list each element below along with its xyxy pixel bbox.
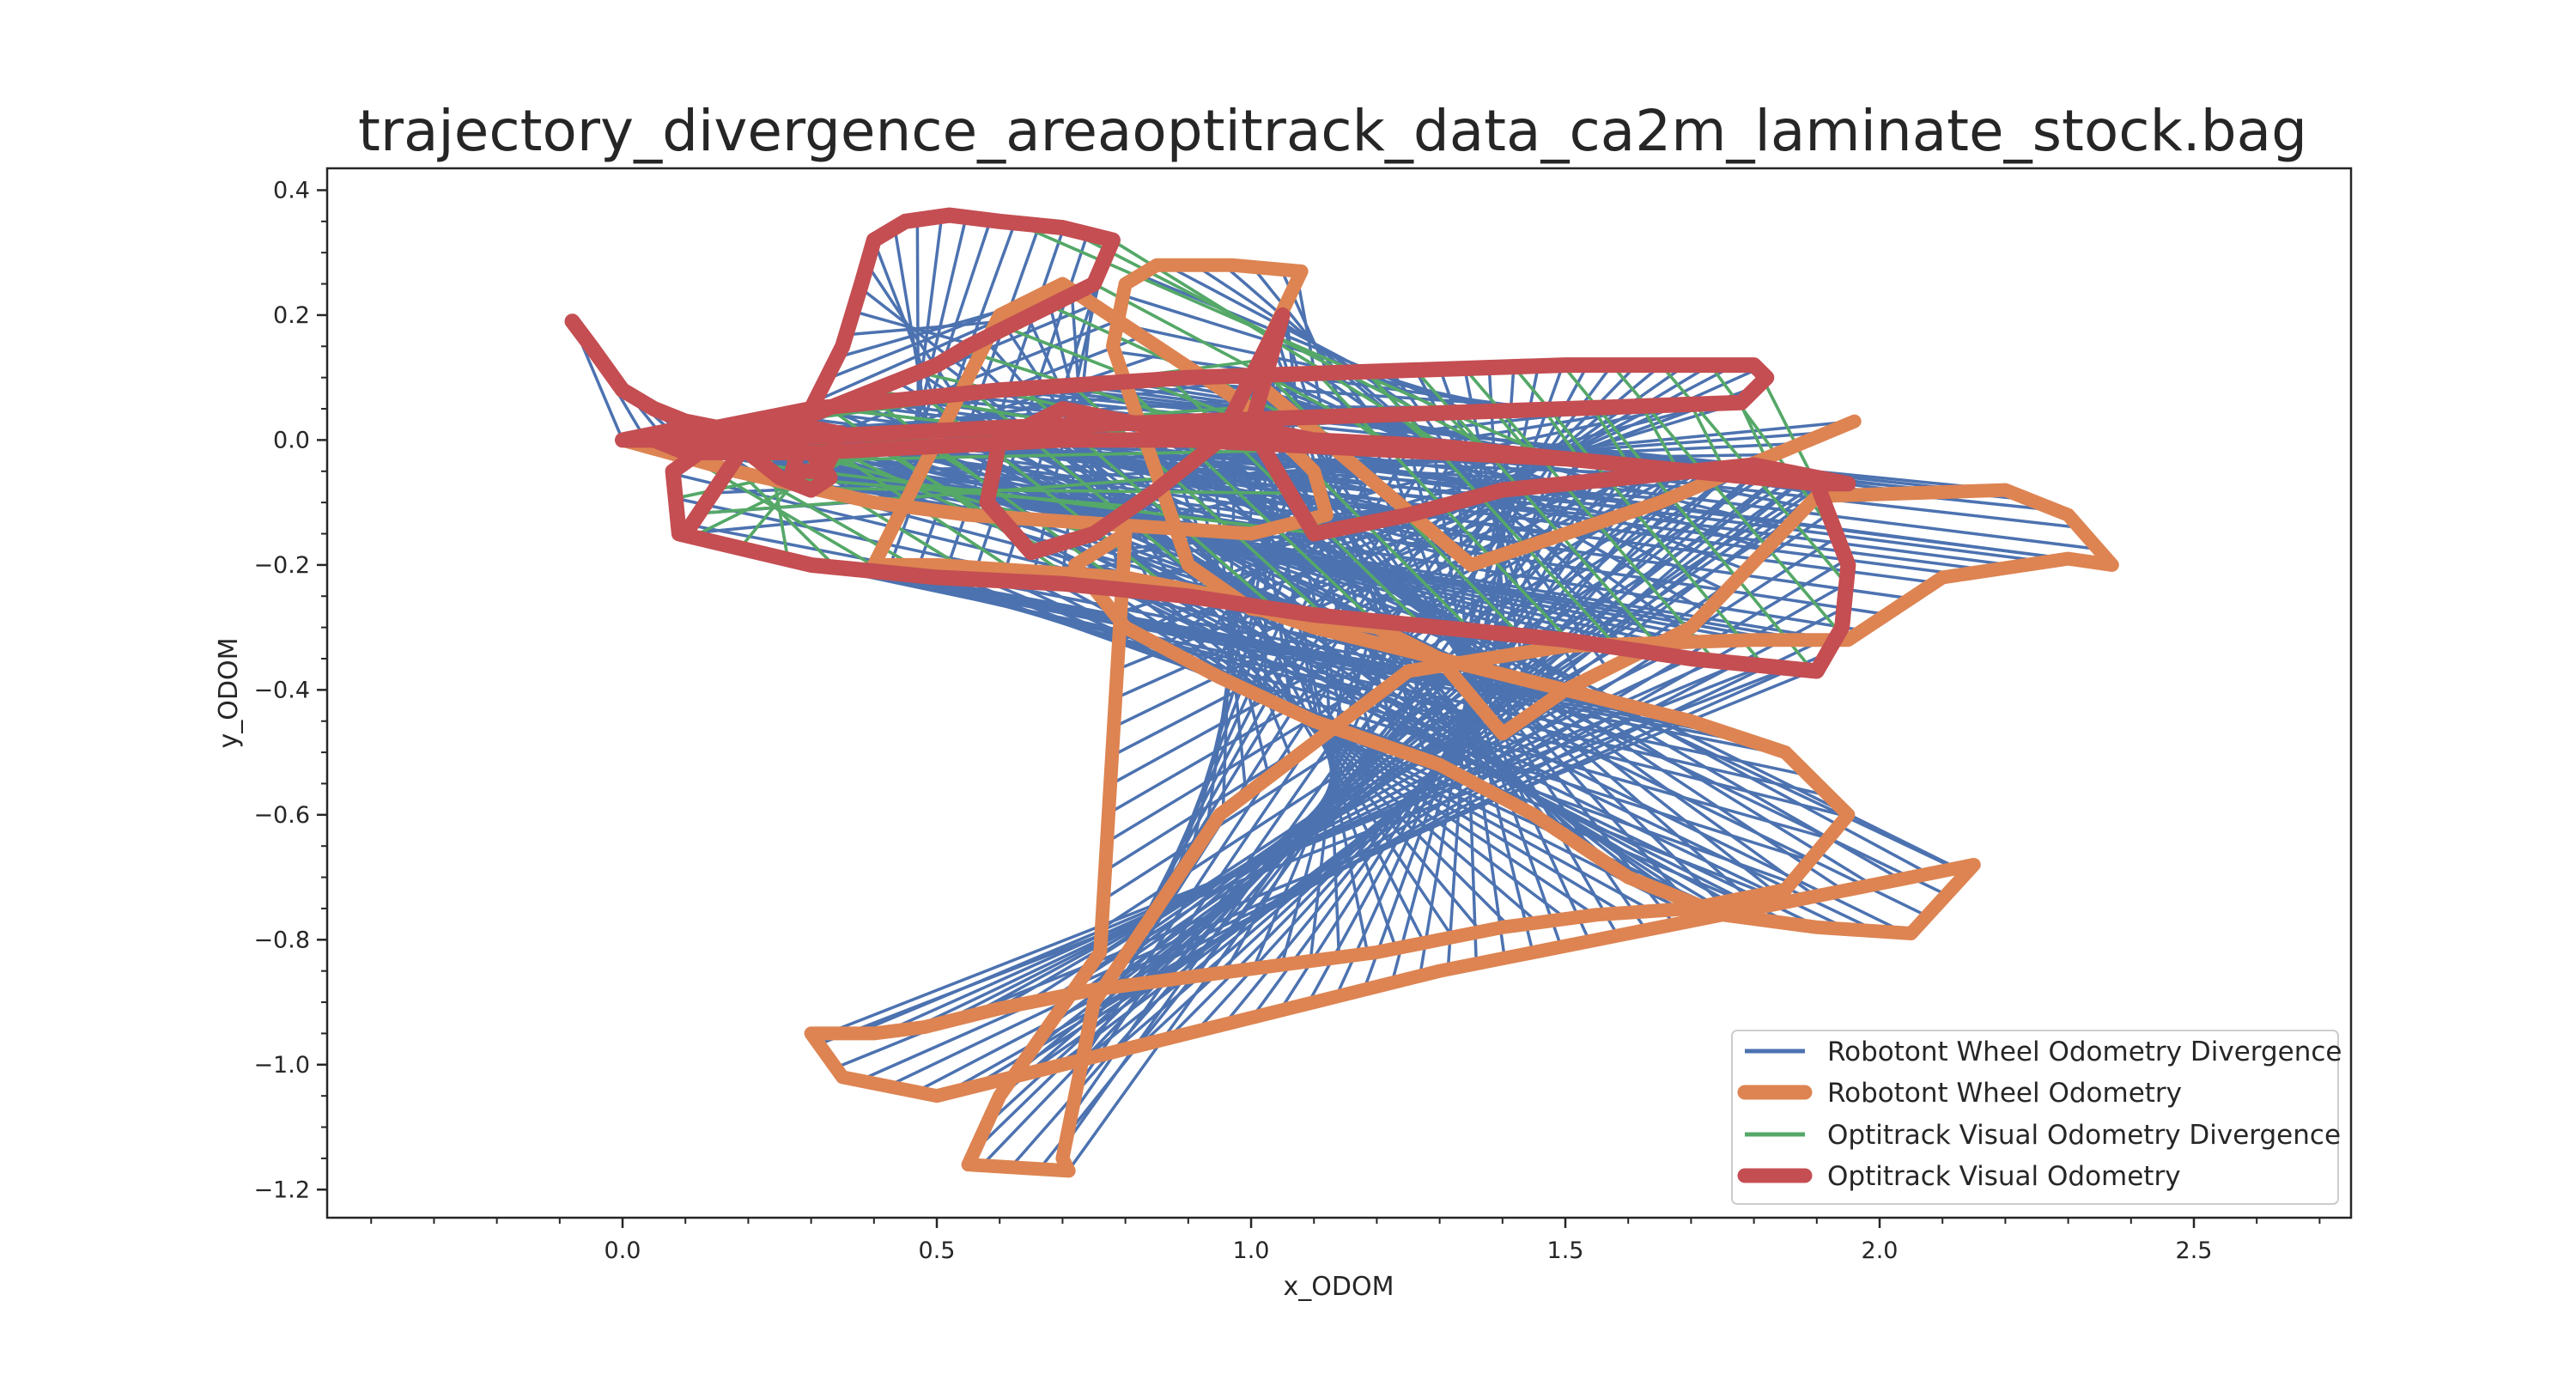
wheel-divergence-line [671,446,1838,641]
wheel-divergence-line [1079,482,1850,982]
plot-area [564,207,2119,1178]
wheel-divergence-line [1063,482,1825,1006]
x-tick-label: 0.0 [605,1237,641,1264]
optitrack-divergence-line [1591,406,1631,466]
y-tick-label: 0.2 [273,302,310,329]
wheel-divergence-line [985,471,1703,1126]
wheel-divergence-line [818,666,1789,1046]
y-tick-label: 0.0 [273,427,310,453]
divergence-layer [570,216,2105,1172]
optitrack-divergence-line [691,448,869,538]
y-axis-label: y_ODOM [214,638,244,749]
wheel-divergence-line [997,473,1728,1100]
y-tick-label: −0.6 [253,802,310,829]
x-tick-label: 1.5 [1547,1237,1584,1264]
optitrack-divergence-line [1640,405,1680,471]
optitrack-divergence-line [699,476,1173,515]
y-tick-label: −1.2 [253,1176,310,1203]
legend-label-wheel-divergence: Robotont Wheel Odometry Divergence [1827,1037,2342,1067]
legend-label-optitrack: Optitrack Visual Odometry [1827,1161,2181,1192]
wheel-divergence-line [1139,273,1471,414]
wheel-divergence-line [846,320,997,337]
x-tick-label: 2.0 [1862,1237,1899,1264]
chart-title: trajectory_divergence_areaoptitrack_data… [358,98,2307,164]
x-axis-label: x_ODOM [1284,1272,1394,1302]
wheel-divergence-line [1064,457,1557,1146]
legend-label-wheel: Robotont Wheel Odometry [1827,1078,2182,1109]
wheel-odometry-path [616,258,2119,1178]
optitrack-divergence-line [817,449,1266,462]
y-tick-label: −0.2 [253,552,310,579]
y-tick-label: 0.4 [273,177,310,204]
x-tick-label: 2.5 [2176,1237,2213,1264]
x-tick-label: 0.5 [919,1237,956,1264]
legend-box [1731,1030,2339,1205]
optitrack-divergence-line [1561,364,1814,672]
y-tick-label: −0.8 [253,927,310,953]
wheel-divergence-line [1204,443,1262,836]
optitrack-divergence-line [806,486,1291,495]
trajectory-layer [564,207,2119,1178]
y-axis: 0.4 0.2 0.0 −0.2 −0.4 −0.6 −0.8 −1.0 −1.2 [253,177,327,1203]
optitrack-odometry-path [564,207,1856,679]
x-axis: 0.0 0.5 1.0 1.5 2.0 2.5 [370,1218,2321,1264]
x-tick-label: 1.0 [1233,1237,1270,1264]
wheel-divergence-line [1086,453,1459,1032]
legend-label-optitrack-divergence: Optitrack Visual Odometry Divergence [1827,1120,2341,1151]
legend: Robotont Wheel Odometry Divergence Robot… [1731,1030,2342,1205]
axes-frame [325,167,2353,1219]
wheel-divergence-line [1296,278,1325,417]
wheel-divergence-line [1030,478,1777,1053]
y-tick-label: −1.0 [253,1052,310,1079]
optitrack-divergence-line [1542,408,1582,461]
y-tick-label: −0.4 [253,677,310,703]
